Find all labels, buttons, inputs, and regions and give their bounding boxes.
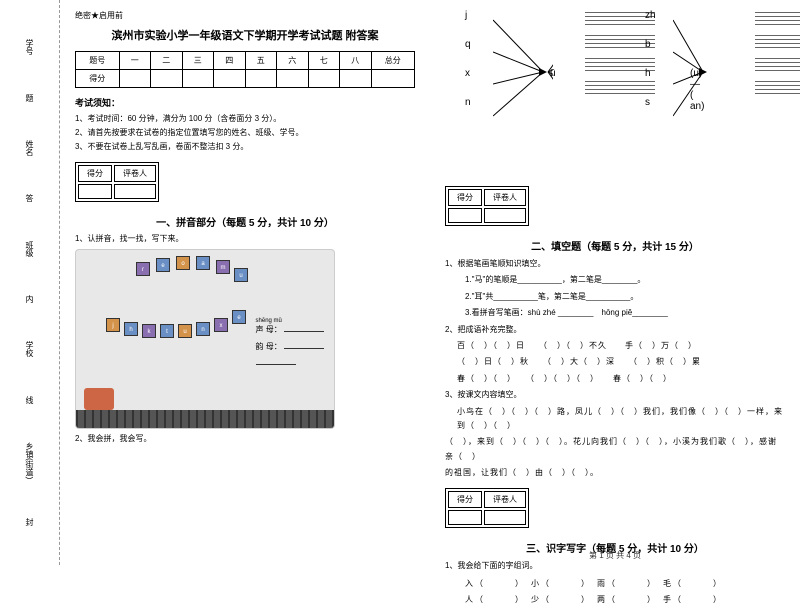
q2-1c: 3.看拼音写笔画：shù zhé ________ hōng piě______… <box>445 306 785 320</box>
notice-3: 3、不要在试卷上乱写乱画，卷面不整洁扣 3 分。 <box>75 141 415 152</box>
score-summary-table: 题号 一 二 三 四 五 六 七 八 总分 得分 <box>75 51 415 88</box>
section-score-box-1: 得分评卷人 <box>75 162 159 202</box>
center-letter-left: ü <box>550 68 556 79</box>
q2-3c: 的祖国，让我们（ ）由（ ）（ ）。 <box>445 466 785 480</box>
q2-3: 3、按课文内容填空。 <box>445 388 785 402</box>
q3-1: 1、我会给下面的字组词。 <box>445 559 785 573</box>
th-3: 三 <box>182 52 214 70</box>
pinyin-block: e <box>232 310 246 324</box>
pinyin-block: a <box>196 256 210 270</box>
th-2: 二 <box>151 52 183 70</box>
binding-label-1: 学号 <box>24 39 35 55</box>
th-8: 八 <box>340 52 372 70</box>
grader-label: 评卷人 <box>114 165 156 182</box>
pinyin-block: t <box>160 324 174 338</box>
connector-lines-left <box>493 14 553 144</box>
letter: s <box>645 97 656 108</box>
letter: x <box>465 68 471 79</box>
q2-2c: 春（ ）（ ） （ ）（ ）（ ） 春（ ）（ ） <box>445 372 785 386</box>
s-curve-top <box>96 265 256 345</box>
label-area: shēng mǔ声 母： 韵 母： <box>256 315 324 373</box>
yunmu-label: 韵 母： <box>256 341 324 352</box>
notice-1: 1、考试时间：60 分钟，满分为 100 分（含卷面分 3 分）。 <box>75 113 415 124</box>
q1-2: 2、我会拼，我会写。 <box>75 433 415 445</box>
diagram-right-group: zh b h s (u) — ( an) <box>645 10 656 108</box>
pinyin-block: r <box>136 262 150 276</box>
q2-2: 2、把成语补充完整。 <box>445 323 785 337</box>
q2-2b: （ ）日（ ）秋 （ ）大（ ）深 （ ）积（ ）累 <box>445 355 785 369</box>
pinyin-block: u <box>178 324 192 338</box>
char-row-2: 人（ ） 少（ ） 两（ ） 手（ ） <box>445 592 785 608</box>
th-1: 一 <box>119 52 151 70</box>
score-label: 得分 <box>78 165 112 182</box>
section-score-box-3: 得分评卷人 <box>445 488 529 528</box>
letter: n <box>465 97 471 108</box>
binding-label-3: 班级 <box>24 241 35 257</box>
write-lines-right <box>755 10 800 100</box>
train-track <box>76 410 334 428</box>
letter: h <box>645 68 656 79</box>
binding-mark-3: 内 <box>24 295 35 303</box>
section-2-title: 二、填空题（每题 5 分，共计 15 分） <box>445 238 785 253</box>
page-footer: 第 1 页 共 4 页 <box>589 550 641 561</box>
letter: zh <box>645 10 656 21</box>
binding-mark-1: 题 <box>24 94 35 102</box>
q2-1a: 1."马"的笔顺是__________，第二笔是________。 <box>445 273 785 287</box>
pinyin-block: n <box>196 322 210 336</box>
left-letters: j q x n <box>465 10 471 108</box>
pinyin-block: j <box>106 318 120 332</box>
th-7: 七 <box>308 52 340 70</box>
binding-label-5: 乡镇(街道) <box>24 442 35 479</box>
binding-mark-4: 线 <box>24 396 35 404</box>
notice-title: 考试须知： <box>75 96 415 109</box>
th-label: 题号 <box>76 52 120 70</box>
pinyin-diagram: j q x n ü <box>445 10 785 170</box>
right-page: j q x n ü <box>430 0 800 565</box>
pinyin-block: e <box>156 258 170 272</box>
section-score-box-2: 得分评卷人 <box>445 186 529 226</box>
letter: b <box>645 39 656 50</box>
binding-column: 学号 题 姓名 答 班级 内 学校 线 乡镇(街道) 封 <box>0 0 60 565</box>
pinyin-block: x <box>214 318 228 332</box>
notice-2: 2、请首先按要求在试卷的指定位置填写您的姓名、班级、学号。 <box>75 127 415 138</box>
exam-title: 滨州市实验小学一年级语文下学期开学考试试题 附答案 <box>75 27 415 43</box>
q2-3b: （ ），来到（ ）（ ）（ ）。花儿向我们（ ）（ ），小溪为我们歌（ ），感谢… <box>445 435 785 464</box>
binding-mark-5: 封 <box>24 518 35 526</box>
table-score-row: 得分 <box>76 70 415 88</box>
table-header-row: 题号 一 二 三 四 五 六 七 八 总分 <box>76 52 415 70</box>
th-5: 五 <box>245 52 277 70</box>
char-row-1: 入（ ） 小（ ） 雨（ ） 毛（ ） <box>445 576 785 592</box>
pinyin-block: u <box>234 268 248 282</box>
right-letters: zh b h s <box>645 10 656 108</box>
q1-1: 1、认拼音，找一找，写下来。 <box>75 233 415 245</box>
binding-label-2: 姓名 <box>24 140 35 156</box>
q2-2a: 百（ ）（ ）日 （ ）（ ）不久 手（ ）万（ ） <box>445 339 785 353</box>
pinyin-block: o <box>176 256 190 270</box>
letter: j <box>465 10 471 21</box>
confidential-mark: 绝密★启用前 <box>75 10 415 21</box>
train-icon <box>84 388 114 410</box>
pinyin-block: m <box>216 260 230 274</box>
th-total: 总分 <box>371 52 415 70</box>
q2-1b: 2."耳"共__________笔，第二笔是__________。 <box>445 290 785 304</box>
pinyin-s-illustration: r e o a m u j h k t u n x e shēng mǔ声 母：… <box>75 249 335 429</box>
letter: q <box>465 39 471 50</box>
center-letter-right: (u) — ( an) <box>690 68 704 112</box>
shengmu-label: shēng mǔ声 母： <box>256 315 324 335</box>
section-1-title: 一、拼音部分（每题 5 分，共计 10 分） <box>75 214 415 229</box>
pinyin-block: k <box>142 324 156 338</box>
td-label: 得分 <box>76 70 120 88</box>
left-page: 绝密★启用前 滨州市实验小学一年级语文下学期开学考试试题 附答案 题号 一 二 … <box>60 0 430 565</box>
q2-3a: 小鸟在（ ）（ ）（ ）路，凤儿（ ）（ ）我们，我们像（ ）（ ）一样，来到（… <box>445 405 785 434</box>
binding-label-4: 学校 <box>24 341 35 357</box>
th-4: 四 <box>214 52 246 70</box>
pinyin-block: h <box>124 322 138 336</box>
diagram-left-group: j q x n ü <box>465 10 471 108</box>
th-6: 六 <box>277 52 309 70</box>
binding-mark-2: 答 <box>24 194 35 202</box>
q2-1: 1、根据笔画笔顺知识填空。 <box>445 257 785 271</box>
